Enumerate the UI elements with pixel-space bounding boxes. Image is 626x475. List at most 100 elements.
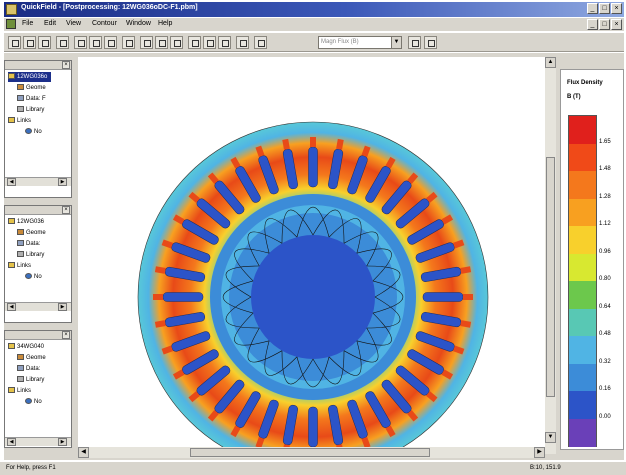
legend-swatch bbox=[569, 363, 596, 392]
data-icon bbox=[17, 365, 24, 372]
stator-slot bbox=[365, 156, 396, 203]
tree-item-library[interactable]: Library bbox=[17, 375, 44, 385]
stator-slot bbox=[161, 331, 211, 355]
horizontal-scrollbar[interactable]: ◀ ▶ bbox=[5, 437, 71, 446]
tree-item-geometry[interactable]: Geome bbox=[17, 353, 46, 363]
tree-root[interactable]: 12WG036o bbox=[8, 72, 52, 82]
scroll-right-icon[interactable]: ▶ bbox=[58, 303, 67, 311]
doc-close-button[interactable]: × bbox=[611, 19, 622, 30]
flux-lines bbox=[222, 206, 404, 388]
scroll-left-icon[interactable]: ◀ bbox=[7, 178, 16, 186]
stator-slot bbox=[172, 349, 219, 380]
plot-icon[interactable] bbox=[203, 36, 216, 49]
stator-slot bbox=[395, 191, 438, 229]
field-plot-canvas[interactable] bbox=[78, 57, 545, 473]
field-quantity-value: Magn Flux (B) bbox=[321, 39, 359, 45]
tree-item-geometry[interactable]: Geome bbox=[17, 83, 46, 93]
stator-slot bbox=[154, 312, 206, 328]
legend-tick-label: 1.28 bbox=[599, 193, 611, 200]
scroll-left-icon[interactable]: ◀ bbox=[7, 303, 16, 311]
horizontal-scrollbar[interactable]: ◀ ▶ bbox=[78, 447, 545, 458]
stator-slot bbox=[207, 172, 245, 215]
stator-slot bbox=[153, 292, 204, 302]
copy-icon[interactable] bbox=[56, 36, 69, 49]
flux-line bbox=[225, 265, 260, 298]
document-icon[interactable] bbox=[6, 19, 16, 29]
scroll-right-icon[interactable]: ▶ bbox=[58, 438, 67, 446]
scroll-up-icon[interactable]: ▲ bbox=[545, 57, 556, 68]
tree-item-links[interactable]: Links bbox=[8, 261, 31, 271]
legend-tick-label: 0.00 bbox=[599, 413, 611, 420]
stator-slot bbox=[365, 391, 396, 438]
horizontal-scrollbar[interactable]: ◀ ▶ bbox=[5, 177, 71, 186]
field-quantity-select[interactable]: Magn Flux (B) ▼ bbox=[318, 36, 402, 49]
menu-edit[interactable]: Edit bbox=[44, 20, 57, 27]
stator-slot bbox=[420, 266, 472, 282]
color-toggle-button[interactable] bbox=[424, 36, 437, 49]
local-values-icon[interactable] bbox=[170, 36, 183, 49]
close-button[interactable]: × bbox=[611, 3, 622, 14]
tree-item-node[interactable]: No bbox=[25, 397, 42, 407]
scroll-left-icon[interactable]: ◀ bbox=[78, 447, 89, 458]
stator-slot bbox=[255, 399, 279, 449]
stator-slot bbox=[161, 239, 211, 263]
scroll-thumb[interactable] bbox=[546, 157, 555, 397]
tree-item-library[interactable]: Library bbox=[17, 250, 44, 260]
flux-line bbox=[312, 350, 345, 385]
vertical-scrollbar[interactable]: ▲ ▼ bbox=[545, 57, 556, 454]
menu-window[interactable]: Window bbox=[126, 20, 151, 27]
close-icon[interactable]: × bbox=[62, 61, 70, 69]
field-picture-icon[interactable] bbox=[122, 36, 135, 49]
menu-help[interactable]: Help bbox=[158, 20, 173, 27]
legend-icon[interactable] bbox=[236, 36, 249, 49]
scroll-left-icon[interactable]: ◀ bbox=[7, 438, 16, 446]
zoom-out-icon[interactable] bbox=[104, 36, 117, 49]
minimize-button[interactable]: _ bbox=[587, 3, 598, 14]
flux-line bbox=[264, 218, 298, 254]
flux-line bbox=[225, 296, 260, 329]
stator-slot bbox=[230, 391, 261, 438]
tree-item-links[interactable]: Links bbox=[8, 386, 31, 396]
open-icon[interactable] bbox=[8, 36, 21, 49]
zoom-icon[interactable] bbox=[74, 36, 87, 49]
integral-icon[interactable] bbox=[188, 36, 201, 49]
tree-item-geometry[interactable]: Geome bbox=[17, 228, 46, 238]
tree-item-node[interactable]: No bbox=[25, 127, 42, 137]
chevron-down-icon[interactable]: ▼ bbox=[391, 37, 401, 48]
doc-minimize-button[interactable]: _ bbox=[587, 19, 598, 30]
tree-item-library[interactable]: Library bbox=[17, 105, 44, 115]
tree-item-data[interactable]: Data: F bbox=[17, 94, 46, 104]
tree-item-data[interactable]: Data: bbox=[17, 239, 40, 249]
scroll-thumb[interactable] bbox=[190, 448, 430, 457]
panel-header: × bbox=[5, 206, 71, 215]
print-icon[interactable] bbox=[38, 36, 51, 49]
problem-tree-panel-3: × 34WG040 Geome Data: Library Links No ◀… bbox=[4, 330, 72, 448]
legend-title: Flux Density bbox=[567, 80, 603, 86]
flux-line bbox=[356, 248, 392, 282]
tree-item-data[interactable]: Data: bbox=[17, 364, 40, 374]
menu-file[interactable]: File bbox=[22, 20, 34, 27]
color-icon[interactable] bbox=[254, 36, 267, 49]
tree-root[interactable]: 34WG040 bbox=[8, 342, 44, 352]
menu-contour[interactable]: Contour bbox=[92, 20, 117, 27]
stator-slot bbox=[230, 156, 261, 203]
tree-item-links[interactable]: Links bbox=[8, 116, 31, 126]
scroll-down-icon[interactable]: ▼ bbox=[545, 432, 556, 443]
doc-maximize-button[interactable]: □ bbox=[599, 19, 610, 30]
menu-view[interactable]: View bbox=[66, 20, 82, 27]
stator-slot bbox=[308, 137, 318, 188]
close-icon[interactable]: × bbox=[62, 331, 70, 339]
tree-item-node[interactable]: No bbox=[25, 272, 42, 282]
scroll-right-icon[interactable]: ▶ bbox=[534, 447, 545, 458]
maximize-button[interactable]: □ bbox=[599, 3, 610, 14]
legend-toggle-button[interactable] bbox=[408, 36, 421, 49]
contour-icon[interactable] bbox=[140, 36, 153, 49]
horizontal-scrollbar[interactable]: ◀ ▶ bbox=[5, 302, 71, 311]
zoom-in-icon[interactable] bbox=[89, 36, 102, 49]
table-icon[interactable] bbox=[218, 36, 231, 49]
arrows-icon[interactable] bbox=[155, 36, 168, 49]
scroll-right-icon[interactable]: ▶ bbox=[58, 178, 67, 186]
tree-root[interactable]: 12WG036 bbox=[8, 217, 44, 227]
save-icon[interactable] bbox=[23, 36, 36, 49]
close-icon[interactable]: × bbox=[62, 206, 70, 214]
